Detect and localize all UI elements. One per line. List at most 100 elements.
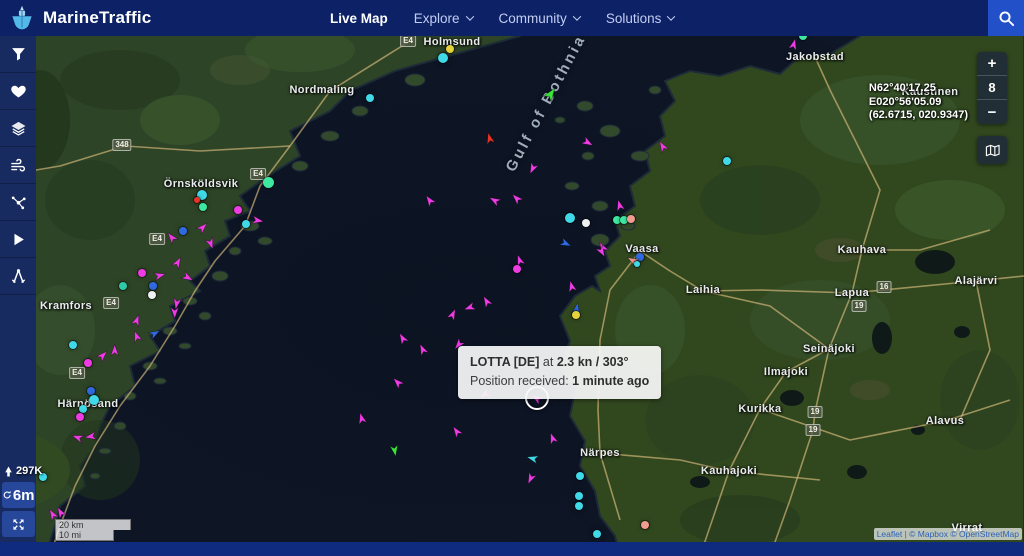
vessel-marker-underway[interactable] [422,192,438,208]
vessel-marker-stationary[interactable] [76,413,84,421]
brand[interactable]: MarineTraffic [0,4,330,32]
vessel-marker-stationary[interactable] [613,216,621,224]
vessel-marker-underway[interactable] [451,336,467,352]
vessel-marker-stationary[interactable] [593,530,601,538]
nav-item-solutions[interactable]: Solutions [606,11,676,26]
vessel-marker-underway[interactable] [46,506,61,522]
vessel-marker-stationary[interactable] [79,405,87,413]
vessel-marker-stationary[interactable] [620,216,628,224]
vessel-marker-stationary[interactable] [627,215,635,223]
vessel-marker-stationary[interactable] [262,176,274,188]
vessel-marker-underway[interactable] [204,235,217,250]
vessel-marker-stationary[interactable] [87,387,95,395]
vessel-marker-underway[interactable] [571,301,582,315]
vessel-marker-stationary[interactable] [634,261,640,267]
vessel-marker-underway[interactable] [110,343,120,357]
vessel-marker-underway[interactable] [484,131,496,146]
vessel-marker-underway[interactable] [390,374,406,390]
vessel-marker-underway[interactable] [513,252,527,268]
vessel-marker-stationary[interactable] [446,45,454,53]
zoom-out-button[interactable]: − [987,103,997,121]
vessel-marker-underway[interactable] [788,37,800,52]
sidebar-tool-playback[interactable] [0,221,36,258]
vessel-marker-underway[interactable] [170,306,180,319]
nav-item-community[interactable]: Community [499,11,582,26]
vessel-marker-underway[interactable] [153,269,168,281]
vessel-marker-stationary[interactable] [575,492,583,500]
vessel-marker-underway[interactable] [449,423,465,439]
vessel-marker-stationary[interactable] [636,253,644,261]
vessel-marker-stationary[interactable] [199,203,207,211]
vessel-marker-underway[interactable] [396,330,411,346]
vessel-marker-stationary[interactable] [84,359,92,367]
vessel-marker-underway[interactable] [356,411,368,426]
vessel-marker-stationary[interactable] [799,32,807,40]
vessel-marker-stationary[interactable] [119,282,127,290]
vessel-marker-underway[interactable] [446,306,460,322]
vessel-marker-underway[interactable] [84,430,98,441]
vessel-marker-stationary[interactable] [69,341,77,349]
sidebar-tool-weather[interactable] [0,147,36,184]
vessel-marker-stationary[interactable] [572,311,580,319]
vessel-marker-stationary[interactable] [513,265,521,273]
vessel-marker-stationary[interactable] [576,472,584,480]
vessel-marker-stationary[interactable] [366,94,374,102]
vessel-marker-stationary[interactable] [149,282,157,290]
sidebar-tool-favorites[interactable] [0,73,36,110]
vessel-marker-underway[interactable] [480,293,495,309]
nav-item-explore[interactable]: Explore [414,11,474,26]
vessel-marker-underway[interactable] [180,270,196,285]
vessel-marker-stationary[interactable] [723,157,731,165]
vessel-marker-stationary[interactable] [148,291,156,299]
vessel-marker-underway[interactable] [526,452,541,464]
vessel-marker-underway[interactable] [566,279,578,294]
vessel-marker-underway[interactable] [70,430,86,444]
map-attribution[interactable]: Leaflet | © Mapbox © OpenStreetMap [873,528,1022,540]
vessel-marker-underway[interactable] [656,138,671,154]
vessel-marker-underway[interactable] [130,312,143,328]
vessel-marker-stationary[interactable] [179,227,187,235]
refresh-interval-button[interactable]: 6m [1,482,35,508]
vessel-marker-underway[interactable] [526,160,540,176]
vessel-marker-underway[interactable] [130,328,144,344]
vessel-marker-stationary[interactable] [39,473,47,481]
vessel-marker-stationary[interactable] [197,190,207,200]
sidebar-tool-density[interactable] [0,184,36,221]
vessel-marker-stationary[interactable] [582,219,590,227]
sidebar-tool-layers[interactable] [0,110,36,147]
zoom-in-button[interactable]: + [977,52,1007,76]
nav-item-live-map[interactable]: Live Map [330,11,388,26]
vessel-marker-stationary[interactable] [138,269,146,277]
vessel-marker-underway[interactable] [542,84,561,104]
vessel-marker-underway[interactable] [524,470,538,486]
vessel-marker-underway[interactable] [558,236,574,250]
sidebar-tool-filters[interactable] [0,36,36,73]
vessel-marker-underway[interactable] [580,135,596,150]
vessel-marker-underway[interactable] [509,190,525,206]
vessel-marker-stationary[interactable] [575,502,583,510]
vessel-marker-underway[interactable] [95,347,111,363]
vessel-marker-stationary[interactable] [194,197,200,203]
vessel-marker-stationary[interactable] [438,53,448,63]
vessel-marker-underway[interactable] [389,443,400,457]
vessel-marker-underway[interactable] [171,296,183,310]
vessel-marker-underway[interactable] [487,193,503,208]
vessel-marker-stationary[interactable] [89,395,99,405]
vessel-marker-underway[interactable] [147,326,163,341]
vessel-marker-underway[interactable] [171,254,186,270]
vessel-marker-underway[interactable] [164,229,180,245]
vessel-marker-underway[interactable] [614,198,626,213]
vessel-marker-stationary[interactable] [641,521,649,529]
expand-map-button[interactable] [1,511,35,537]
vessel-marker-stationary[interactable] [234,206,242,214]
vessel-marker-underway[interactable] [462,300,478,313]
vessel-marker-underway[interactable] [416,341,430,357]
sidebar-tool-measure[interactable] [0,258,36,295]
map-style-button[interactable] [977,136,1007,164]
vessel-marker-underway[interactable] [546,430,560,446]
vessel-marker-underway[interactable] [54,504,69,520]
vessel-marker-underway[interactable] [595,243,610,259]
search-button[interactable] [988,0,1024,36]
vessel-marker-underway[interactable] [195,219,211,235]
